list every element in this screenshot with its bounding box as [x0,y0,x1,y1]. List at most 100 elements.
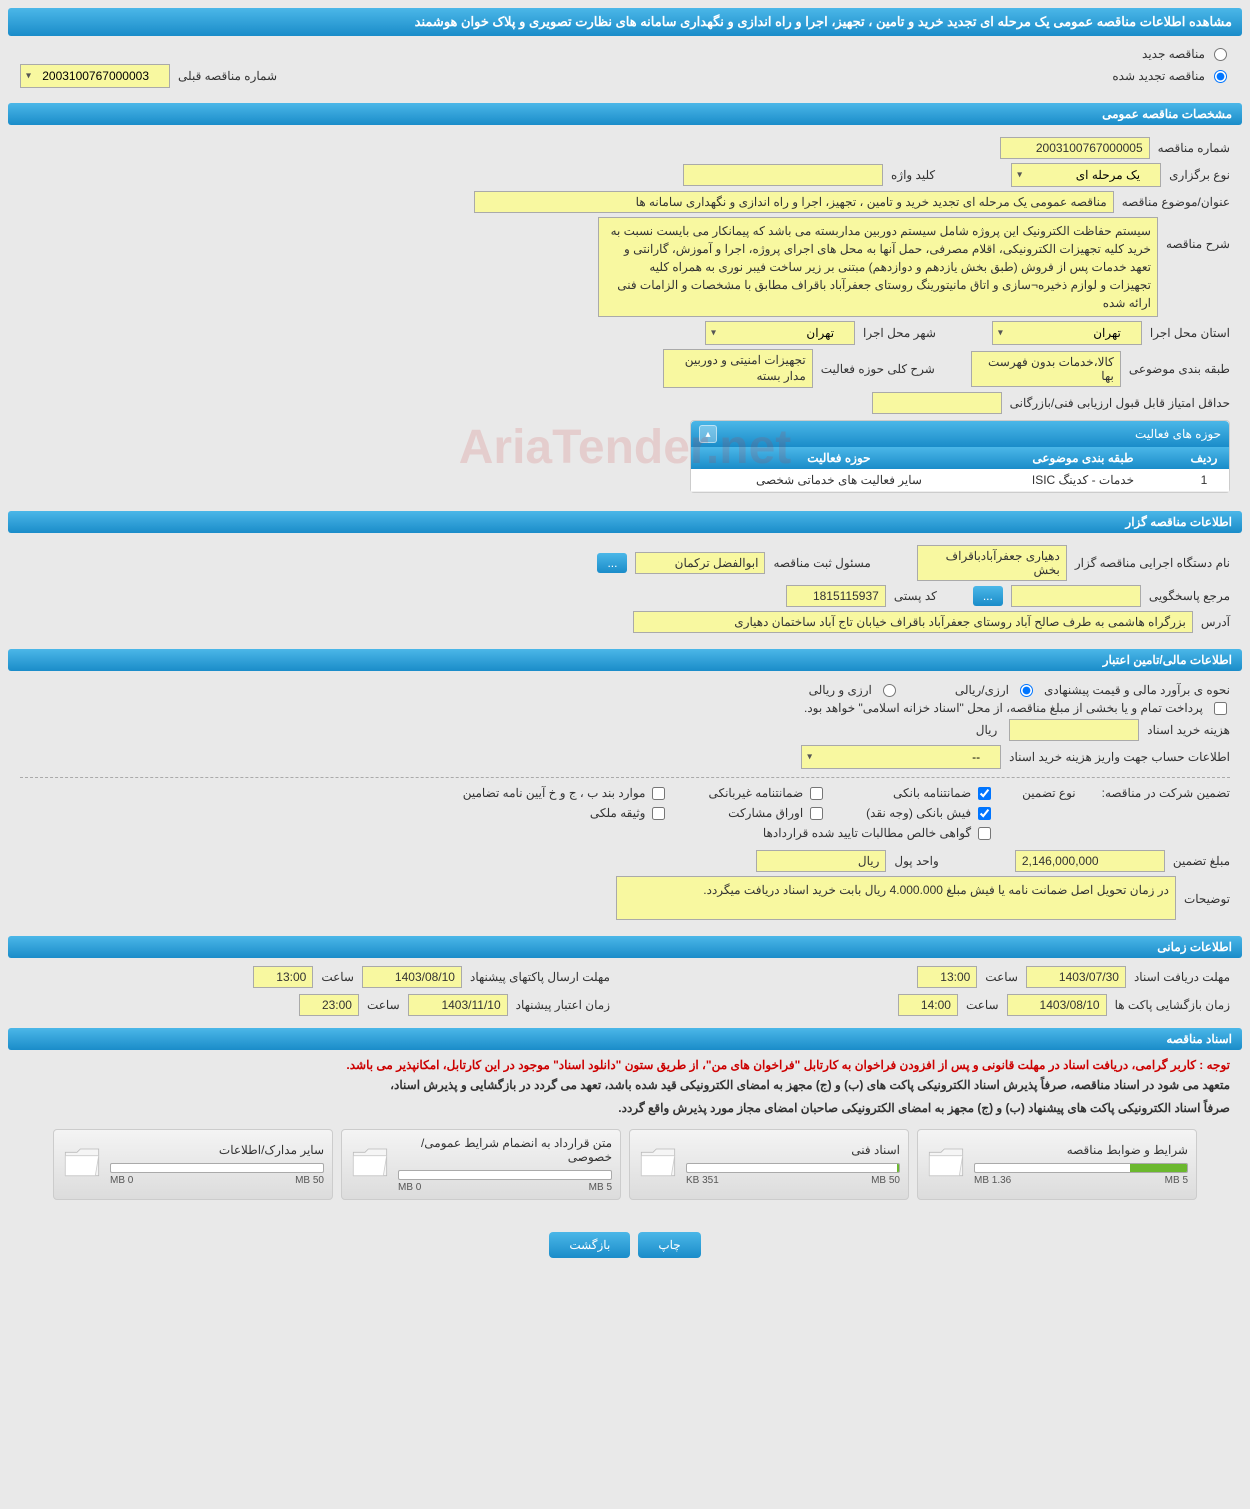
subject-label: عنوان/موضوع مناقصه [1122,195,1230,209]
type-label: نوع برگزاری [1169,168,1230,182]
page-title-bar: مشاهده اطلاعات مناقصه عمومی یک مرحله ای … [8,8,1242,36]
doc-total: 5 MB [1165,1175,1188,1186]
folder-icon [62,1144,102,1184]
radio-new-label: مناقصه جدید [1142,47,1205,61]
open-label: زمان بازگشایی پاکت ها [1115,998,1230,1012]
activity-panel-title: حوزه های فعالیت [1135,427,1221,441]
description-label: شرح مناقصه [1166,217,1230,251]
guarantee-type-label: نوع تضمین [1022,786,1075,800]
province-select[interactable]: تهران [992,321,1142,345]
time-label-4: ساعت [367,998,400,1012]
keyword-label: کلید واژه [891,168,935,182]
doc-used: 0 MB [110,1175,133,1186]
doc-used: 351 KB [686,1175,719,1186]
document-card[interactable]: متن قرارداد به انضمام شرایط عمومی/خصوصی … [341,1129,621,1200]
cell-activity: سایر فعالیت های خدماتی شخصی [691,469,987,492]
chk-bank-label: ضمانتنامه بانکی [893,786,971,800]
amount-label: مبلغ تضمین [1173,854,1230,868]
type-select[interactable]: یک مرحله ای [1011,163,1161,187]
chk-cert-label: گواهی خالص مطالبات تایید شده قراردادها [763,826,971,840]
chk-bank[interactable] [978,787,991,800]
send-label: مهلت ارسال پاکتهای پیشنهاد [470,970,610,984]
progress-bar [974,1163,1188,1173]
document-card[interactable]: شرایط و ضوابط مناقصه 5 MB 1.36 MB [917,1129,1197,1200]
contact-input[interactable] [1011,585,1141,607]
collapse-icon[interactable]: ▴ [699,425,717,443]
folder-icon [926,1144,966,1184]
cell-idx: 1 [1179,469,1229,492]
progress-bar [110,1163,324,1173]
org-value: دهیاری جعفرآبادباقراف بخش [917,545,1067,581]
account-label: اطلاعات حساب جهت واریز هزینه خرید اسناد [1009,750,1230,764]
fin-note-label: توضیحات [1184,876,1230,906]
col-activity: حوزه فعالیت [691,447,987,469]
prev-tender-select[interactable]: 2003100767000003 [20,64,170,88]
section-financial-header: اطلاعات مالی/تامین اعتبار [8,649,1242,671]
print-button[interactable]: چاپ [638,1232,700,1258]
section-organizer-header: اطلاعات مناقصه گزار [8,511,1242,533]
document-card[interactable]: اسناد فنی 50 MB 351 KB [629,1129,909,1200]
progress-fill [897,1164,899,1172]
estimate-label: نحوه ی برآورد مالی و قیمت پیشنهادی [1044,683,1230,697]
postal-label: کد پستی [894,589,937,603]
chk-property-label: وثیقه ملکی [590,806,646,820]
chk-cert[interactable] [978,827,991,840]
account-select[interactable]: -- [801,745,1001,769]
radio-currency[interactable] [883,684,896,697]
activity-table: ردیف طبقه بندی موضوعی حوزه فعالیت 1 خدما… [691,447,1229,492]
buy-cost-input[interactable] [1009,719,1139,741]
folder-icon [638,1144,678,1184]
doc-total: 50 MB [871,1175,900,1186]
back-button[interactable]: بازگشت [549,1232,630,1258]
activity-panel: حوزه های فعالیت ▴ ردیف طبقه بندی موضوعی … [690,420,1230,493]
time-label-3: ساعت [966,998,999,1012]
chk-receipt[interactable] [978,807,991,820]
receive-date: 1403/07/30 [1026,966,1126,988]
address-value: بزرگراه هاشمی به طرف صالح آباد روستای جع… [633,611,1193,633]
tender-no-value: 2003100767000005 [1000,137,1150,159]
chk-nonbank[interactable] [810,787,823,800]
registrar-lookup-button[interactable]: ... [597,553,627,573]
divider [20,777,1230,778]
section-timing-header: اطلاعات زمانی [8,936,1242,958]
section-documents-header: اسناد مناقصه [8,1028,1242,1050]
time-label-2: ساعت [321,970,354,984]
keyword-input[interactable] [683,164,883,186]
receive-time: 13:00 [917,966,977,988]
doc-title: متن قرارداد به انضمام شرایط عمومی/خصوصی [398,1136,612,1164]
prev-tender-label: شماره مناقصه قبلی [178,69,277,83]
validity-date: 1403/11/10 [408,994,508,1016]
radio-new-tender[interactable] [1214,48,1227,61]
contact-label: مرجع پاسخگویی [1149,589,1230,603]
chk-bonds-label: اوراق مشارکت [728,806,803,820]
buy-cost-unit: ریال [976,723,998,737]
treasury-checkbox[interactable] [1214,702,1227,715]
radio-rial[interactable] [1020,684,1033,697]
registrar-value: ابوالفضل ترکمان [635,552,765,574]
document-card[interactable]: سایر مدارک/اطلاعات 50 MB 0 MB [53,1129,333,1200]
chk-items-b[interactable] [652,787,665,800]
contact-lookup-button[interactable]: ... [973,586,1003,606]
col-category: طبقه بندی موضوعی [987,447,1179,469]
docs-notice-line1: متعهد می شود در اسناد مناقصه، صرفاً پذیر… [20,1076,1230,1095]
chk-nonbank-label: ضمانتنامه غیربانکی [708,786,803,800]
radio-renewed-tender[interactable] [1214,70,1227,83]
progress-bar [398,1170,612,1180]
city-label: شهر محل اجرا [863,326,936,340]
send-time: 13:00 [253,966,313,988]
tender-no-label: شماره مناقصه [1158,141,1230,155]
chk-bonds[interactable] [810,807,823,820]
doc-used: 0 MB [398,1182,421,1193]
open-date: 1403/08/10 [1007,994,1107,1016]
guarantee-label: تضمین شرکت در مناقصه: [1102,786,1230,800]
docs-red-notice: توجه : کاربر گرامی، دریافت اسناد در مهلت… [20,1058,1230,1072]
open-time: 14:00 [898,994,958,1016]
min-score-input[interactable] [872,392,1002,414]
city-select[interactable]: تهران [705,321,855,345]
progress-fill [1130,1164,1187,1172]
chk-property[interactable] [652,807,665,820]
progress-bar [686,1163,900,1173]
folder-icon [350,1144,390,1184]
org-label: نام دستگاه اجرایی مناقصه گزار [1075,556,1230,570]
page-title: مشاهده اطلاعات مناقصه عمومی یک مرحله ای … [415,14,1232,29]
